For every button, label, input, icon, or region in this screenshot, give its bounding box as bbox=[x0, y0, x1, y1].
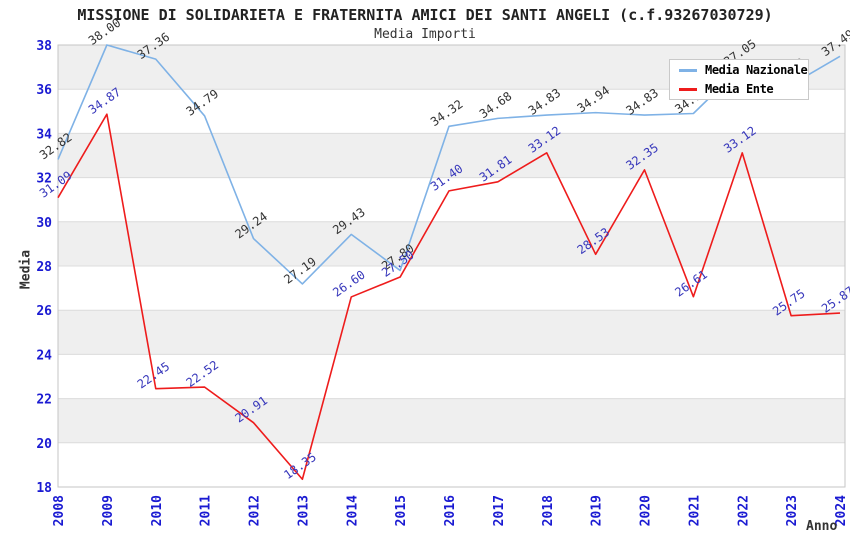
x-tick-label: 2019 bbox=[590, 495, 605, 526]
y-tick-label: 22 bbox=[36, 393, 52, 408]
x-axis-title: Anno bbox=[806, 519, 838, 534]
y-tick-label: 30 bbox=[36, 216, 52, 231]
grid-band bbox=[58, 310, 845, 355]
y-tick-label: 38 bbox=[36, 39, 52, 54]
legend-item-media-ente: Media Ente bbox=[679, 81, 808, 97]
y-tick-label: 36 bbox=[36, 83, 52, 98]
point-label: 38.00 bbox=[86, 16, 124, 48]
x-tick-label: 2023 bbox=[785, 495, 800, 526]
x-tick-label: 2017 bbox=[492, 495, 507, 526]
x-tick-label: 2020 bbox=[639, 495, 654, 526]
x-tick-label: 2014 bbox=[345, 495, 360, 526]
y-tick-label: 26 bbox=[36, 304, 52, 319]
grid-band bbox=[58, 398, 845, 443]
y-tick-label: 32 bbox=[36, 172, 52, 187]
y-axis-title: Media bbox=[18, 249, 34, 290]
chart-title: MISSIONE DI SOLIDARIETA E FRATERNITA AMI… bbox=[77, 6, 773, 24]
y-tick-label: 28 bbox=[36, 260, 52, 275]
grid-band bbox=[58, 133, 845, 178]
legend-label: Media Ente bbox=[705, 82, 774, 96]
x-tick-label: 2011 bbox=[199, 495, 214, 526]
x-tick-label: 2024 bbox=[834, 495, 849, 526]
legend-line-swatch-nazionale bbox=[679, 68, 697, 72]
x-tick-label: 2009 bbox=[101, 495, 116, 526]
chart-subtitle: Media Importi bbox=[374, 27, 476, 42]
legend-line-swatch-ente bbox=[679, 87, 697, 91]
grid-band bbox=[58, 221, 845, 266]
x-tick-label: 2022 bbox=[736, 495, 751, 526]
legend-label: Media Nazionale bbox=[705, 63, 808, 77]
y-tick-label: 18 bbox=[36, 481, 52, 496]
x-tick-label: 2015 bbox=[394, 495, 409, 526]
x-tick-label: 2008 bbox=[52, 495, 67, 526]
y-tick-label: 24 bbox=[36, 348, 52, 363]
x-tick-label: 2013 bbox=[296, 495, 311, 526]
chart-legend: Media Nazionale Media Ente bbox=[669, 59, 809, 100]
legend-item-media-nazionale: Media Nazionale bbox=[679, 62, 808, 78]
x-tick-label: 2012 bbox=[248, 495, 263, 526]
x-tick-label: 2018 bbox=[541, 495, 556, 526]
x-tick-label: 2010 bbox=[150, 495, 165, 526]
x-tick-label: 2016 bbox=[443, 495, 458, 526]
y-tick-label: 20 bbox=[36, 437, 52, 452]
y-tick-label: 34 bbox=[36, 127, 52, 142]
plot-border bbox=[57, 44, 846, 488]
x-tick-label: 2021 bbox=[687, 495, 702, 526]
series-line-media-ente bbox=[57, 113, 841, 481]
